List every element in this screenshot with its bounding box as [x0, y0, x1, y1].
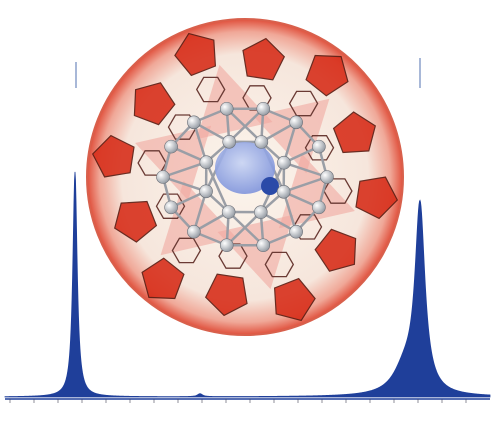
atom [290, 225, 303, 238]
atom [312, 201, 325, 214]
atom [157, 171, 170, 184]
atom [277, 185, 290, 198]
atom [200, 185, 213, 198]
atom [165, 140, 178, 153]
atom [223, 135, 236, 148]
atom [222, 206, 235, 219]
atom [290, 116, 303, 129]
core-atom [261, 177, 279, 195]
atom [277, 156, 290, 169]
atom [254, 206, 267, 219]
atom [312, 140, 325, 153]
atom [257, 239, 270, 252]
atom [187, 116, 200, 129]
atom [321, 171, 334, 184]
figure [0, 0, 496, 430]
atom [165, 201, 178, 214]
atom [200, 156, 213, 169]
atom [220, 239, 233, 252]
atom [187, 225, 200, 238]
page: (() => { const svg = document.getElement… [0, 0, 496, 430]
atom [220, 102, 233, 115]
atom [257, 102, 270, 115]
atom [255, 135, 268, 148]
